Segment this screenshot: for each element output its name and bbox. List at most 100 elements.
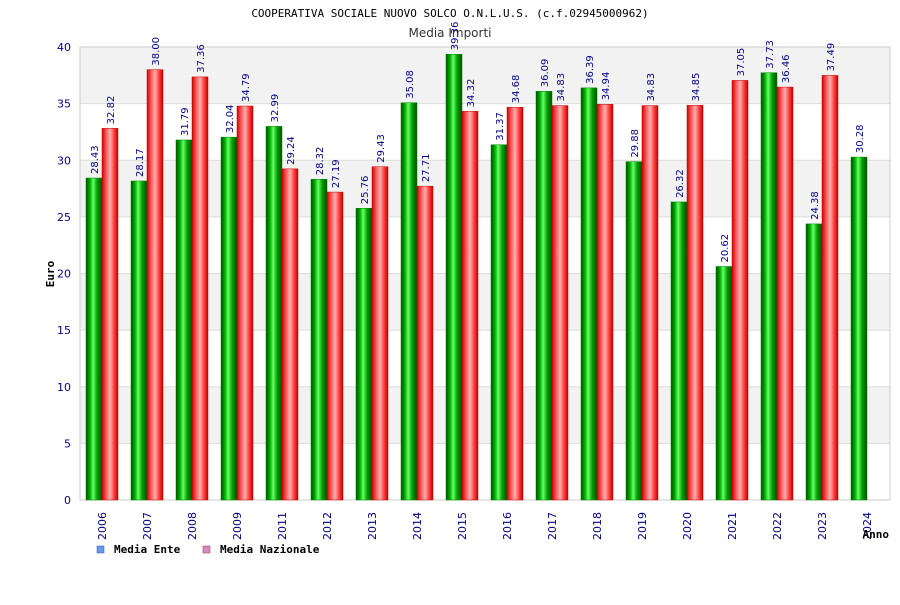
- value-label: 27.19: [331, 159, 342, 188]
- x-tick-label: 2006: [96, 512, 109, 540]
- value-label: 25.76: [360, 176, 371, 205]
- bar-media-ente-2018: [580, 87, 598, 501]
- value-label: 34.85: [691, 73, 702, 102]
- value-label: 35.08: [405, 70, 416, 99]
- value-label: 36.09: [540, 59, 551, 88]
- x-tick-label: 2013: [366, 512, 379, 540]
- bar-media-nazionale-2015: [461, 111, 479, 501]
- x-tick-label: 2014: [411, 512, 424, 540]
- bar-media-ente-2016: [490, 144, 508, 501]
- legend-label-media-nazionale: Media Nazionale: [220, 543, 320, 556]
- y-tick-label: 35: [57, 98, 71, 111]
- x-tick-label: 2024: [861, 512, 874, 540]
- value-labels: 28.43 32.82 28.17 38.00 31.79 37.36 32.04 34.79…: [90, 22, 866, 263]
- bar-media-nazionale-2014: [416, 185, 434, 501]
- value-label: 27.71: [421, 154, 432, 183]
- chart-subtitle: Media Importi: [408, 26, 491, 40]
- value-label: 34.79: [241, 73, 252, 102]
- x-tick-label: 2022: [771, 512, 784, 540]
- y-axis: 0 5 10 15 20 25 30 35 40: [57, 41, 71, 507]
- x-tick-label: 2021: [726, 512, 739, 540]
- value-label: 32.04: [225, 105, 236, 134]
- bar-media-ente-2021: [715, 266, 733, 501]
- y-tick-label: 25: [57, 211, 71, 224]
- x-tick-label: 2019: [636, 512, 649, 540]
- y-tick-label: 10: [57, 381, 71, 394]
- value-label: 37.73: [765, 40, 776, 69]
- x-tick-label: 2016: [501, 512, 514, 540]
- y-tick-label: 0: [64, 494, 71, 507]
- value-label: 34.83: [646, 73, 657, 102]
- bar-media-ente-2024: [850, 156, 868, 501]
- bar-media-nazionale-2013: [371, 166, 389, 501]
- plot-band: [80, 47, 890, 104]
- plot-frame: [79, 46, 891, 501]
- value-label: 34.83: [556, 73, 567, 102]
- bar-media-ente-2007: [130, 180, 148, 501]
- bar-media-nazionale-2019: [641, 105, 659, 501]
- x-tick-label: 2015: [456, 512, 469, 540]
- bar-media-nazionale-2007: [146, 69, 164, 501]
- bar-media-ente-2012: [310, 179, 328, 501]
- value-label: 24.38: [810, 191, 821, 220]
- value-label: 31.37: [495, 112, 506, 141]
- value-label: 37.05: [736, 48, 747, 77]
- bar-media-nazionale-2017: [551, 105, 569, 501]
- plot-band: [80, 443, 890, 500]
- x-axis: 2006 2007 2008 2009 2011 2012 2013 2014 2015 2016…: [96, 512, 874, 540]
- y-tick-label: 5: [64, 437, 71, 450]
- value-label: 29.88: [630, 129, 641, 158]
- bars: [85, 53, 868, 501]
- bar-media-nazionale-2016: [506, 106, 524, 501]
- value-label: 20.62: [720, 234, 731, 263]
- value-label: 37.49: [826, 43, 837, 72]
- x-tick-label: 2011: [276, 512, 289, 540]
- legend: Media Ente Media Nazionale: [96, 543, 320, 556]
- value-label: 31.79: [180, 107, 191, 136]
- bar-media-nazionale-2006: [101, 128, 119, 501]
- bar-media-ente-2006: [85, 177, 103, 501]
- x-tick-label: 2018: [591, 512, 604, 540]
- plot-band: [80, 103, 890, 161]
- value-label: 32.99: [270, 94, 281, 123]
- legend-swatch-media-nazionale: [202, 545, 211, 554]
- bar-media-ente-2009: [220, 136, 238, 501]
- value-label: 29.24: [286, 136, 297, 165]
- plot-band: [80, 330, 890, 387]
- bar-media-nazionale-2009: [236, 105, 254, 501]
- y-tick-label: 30: [57, 154, 71, 167]
- bar-media-ente-2022: [760, 72, 778, 501]
- bar-media-ente-2014: [400, 102, 418, 501]
- value-label: 28.43: [90, 145, 101, 174]
- bar-media-ente-2011: [265, 126, 283, 501]
- plot-band: [80, 216, 890, 274]
- value-label: 37.36: [196, 44, 207, 73]
- value-label: 28.17: [135, 148, 146, 177]
- legend-label-media-ente: Media Ente: [114, 543, 181, 556]
- value-label: 30.28: [855, 124, 866, 153]
- y-tick-label: 40: [57, 41, 71, 54]
- y-axis-label: Euro: [44, 260, 57, 287]
- bar-media-nazionale-2018: [596, 104, 614, 501]
- y-tick-label: 20: [57, 268, 71, 281]
- plot-background: [79, 46, 891, 501]
- bar-media-ente-2013: [355, 208, 373, 501]
- plot-band: [80, 160, 890, 217]
- x-tick-label: 2012: [321, 512, 334, 540]
- bar-media-ente-2019: [625, 161, 643, 501]
- value-label: 34.32: [466, 79, 477, 108]
- value-label: 28.32: [315, 147, 326, 176]
- x-tick-label: 2007: [141, 512, 154, 540]
- bar-media-nazionale-2012: [326, 191, 344, 501]
- value-label: 36.39: [585, 55, 596, 84]
- x-tick-label: 2008: [186, 512, 199, 540]
- chart-title: COOPERATIVA SOCIALE NUOVO SOLCO O.N.L.U.…: [251, 7, 648, 20]
- bar-media-nazionale-2020: [686, 105, 704, 501]
- x-tick-label: 2017: [546, 512, 559, 540]
- bar-media-ente-2023: [805, 223, 823, 501]
- value-label: 39.36: [450, 22, 461, 51]
- bar-media-nazionale-2008: [191, 76, 209, 501]
- bar-media-nazionale-2022: [776, 86, 794, 501]
